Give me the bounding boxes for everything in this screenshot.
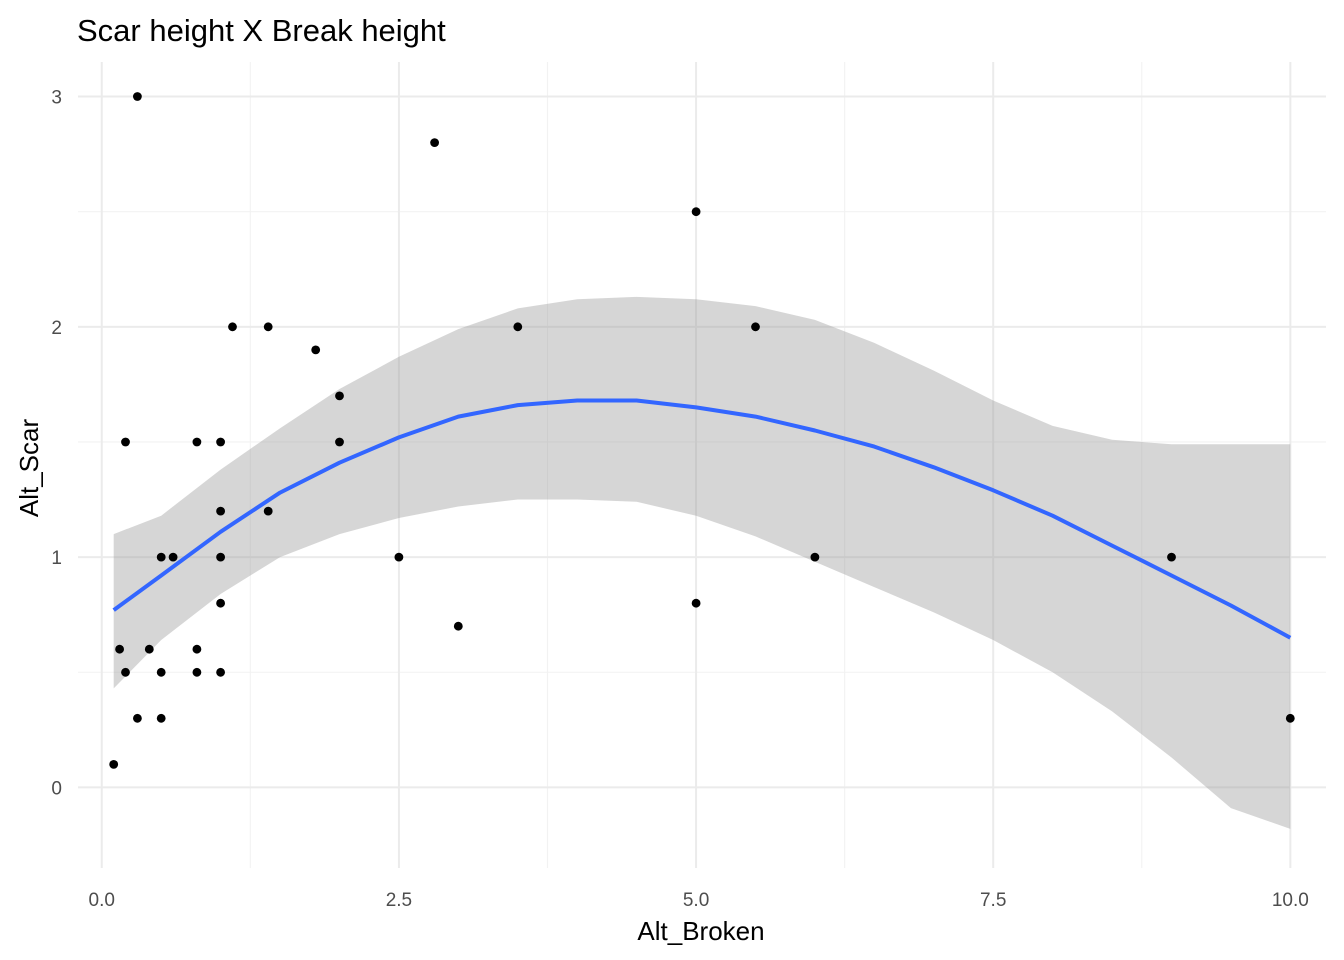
data-point xyxy=(394,552,404,562)
data-point xyxy=(751,322,760,332)
data-point xyxy=(192,644,202,654)
data-point xyxy=(311,345,321,355)
data-point xyxy=(691,207,701,217)
data-point xyxy=(168,552,178,562)
data-point xyxy=(156,667,166,677)
data-point xyxy=(192,437,202,447)
data-point xyxy=(133,713,142,723)
data-point xyxy=(192,667,202,677)
data-point xyxy=(156,713,166,723)
y-tick-label: 2 xyxy=(51,318,62,339)
data-points xyxy=(109,92,1295,769)
data-point xyxy=(121,667,130,677)
y-tick-label: 1 xyxy=(51,548,62,569)
data-point xyxy=(810,552,820,562)
data-point xyxy=(216,437,226,447)
data-point xyxy=(109,760,119,769)
data-point xyxy=(263,322,273,332)
data-point xyxy=(216,598,226,608)
data-point xyxy=(263,506,273,516)
data-point xyxy=(216,667,226,677)
grid-minor xyxy=(78,62,1326,868)
data-point xyxy=(1285,713,1295,723)
x-tick-label: 0.0 xyxy=(89,890,115,911)
x-tick-label: 5.0 xyxy=(683,890,709,911)
data-point xyxy=(335,391,344,401)
y-axis-title: Alt_Scar xyxy=(14,419,44,518)
data-point xyxy=(430,138,439,148)
data-point xyxy=(691,598,701,608)
data-point xyxy=(156,552,166,562)
data-point xyxy=(1167,552,1176,562)
data-point xyxy=(335,437,344,447)
data-point xyxy=(133,92,142,101)
x-tick-label: 7.5 xyxy=(980,890,1006,911)
data-point xyxy=(115,644,124,654)
chart-title: Scar height X Break height xyxy=(77,13,446,48)
confidence-ribbon xyxy=(113,296,1291,829)
data-point xyxy=(216,552,226,562)
data-point xyxy=(513,322,523,332)
smooth-line xyxy=(112,398,1292,640)
x-tick-label: 10.0 xyxy=(1272,890,1309,911)
data-point xyxy=(453,621,463,631)
data-point xyxy=(121,437,130,447)
grid-major xyxy=(78,62,1326,868)
data-point xyxy=(216,506,226,516)
data-point xyxy=(144,644,154,654)
x-axis-title: Alt_Broken xyxy=(637,916,764,946)
x-tick-label: 2.5 xyxy=(386,890,412,911)
x-tick-labels: 0.0 2.5 5.0 7.5 10.0 xyxy=(89,890,1309,911)
data-point xyxy=(228,322,237,332)
y-tick-label: 0 xyxy=(51,778,62,799)
y-tick-labels: 0 1 2 3 xyxy=(51,88,62,800)
y-tick-label: 3 xyxy=(51,88,62,109)
